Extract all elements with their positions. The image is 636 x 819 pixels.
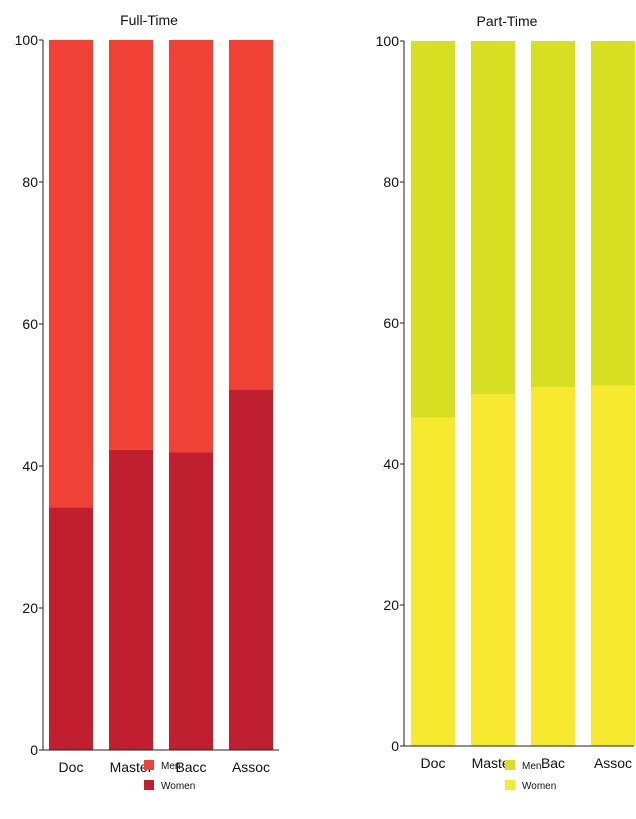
legend-label-men: Men: [161, 761, 180, 772]
bar-men-bacc: [169, 40, 213, 453]
y-tick-label: 100: [15, 32, 39, 48]
y-tick-label: 60: [383, 315, 399, 331]
y-tick-label: 20: [383, 597, 399, 613]
legend-label-women: Women: [522, 781, 556, 792]
y-tick-label: 40: [22, 458, 38, 474]
bar-men-assoc: [229, 40, 273, 390]
bar-women-bac: [531, 387, 575, 746]
y-tick-label: 80: [22, 174, 38, 190]
chart-title: Part-Time: [477, 13, 538, 29]
bar-women-master: [471, 394, 515, 746]
bar-women-doc: [411, 417, 455, 746]
bar-women-bacc: [169, 452, 213, 750]
y-tick-label: 40: [383, 456, 399, 472]
x-tick-label: Bac: [541, 755, 565, 771]
bar-women-doc: [49, 507, 93, 750]
bar-men-bac: [531, 41, 575, 388]
x-tick-label: Doc: [59, 759, 84, 775]
x-tick-label: Assoc: [232, 759, 270, 775]
bar-men-master: [109, 40, 153, 450]
bar-women-master: [109, 449, 153, 750]
x-tick-label: Assoc: [594, 755, 632, 771]
legend-swatch-men: [505, 760, 515, 770]
bar-men-doc: [411, 41, 455, 418]
bar-men-assoc: [591, 41, 635, 386]
chart-panel-1: Full-Time Doc Master Bacc Assoc 0 20 40 60 80 100 M…: [15, 12, 279, 792]
legend-swatch-women: [144, 780, 154, 790]
y-tick-label: 0: [391, 738, 399, 754]
y-tick-label: 80: [383, 174, 399, 190]
x-tick-label: Doc: [421, 755, 446, 771]
chart-title: Full-Time: [120, 12, 178, 28]
chart-panel-2: Part-Time Doc Master Bac Assoc 0 20 40 60 80 100 Me…: [376, 13, 635, 792]
x-tick-label: Bacc: [175, 759, 206, 775]
bar-women-assoc: [229, 389, 273, 750]
legend-label-women: Women: [161, 781, 195, 792]
legend-swatch-women: [505, 780, 515, 790]
bar-men-master: [471, 41, 515, 395]
legend-label-men: Men: [522, 761, 541, 772]
x-tick-label: Master: [472, 755, 515, 771]
x-tick-label: Master: [110, 759, 153, 775]
y-tick-label: 100: [376, 33, 400, 49]
y-tick-label: 0: [30, 742, 38, 758]
legend-swatch-men: [144, 760, 154, 770]
y-tick-label: 20: [22, 600, 38, 616]
y-tick-label: 60: [22, 316, 38, 332]
bar-women-assoc: [591, 385, 635, 746]
bar-men-doc: [49, 40, 93, 508]
